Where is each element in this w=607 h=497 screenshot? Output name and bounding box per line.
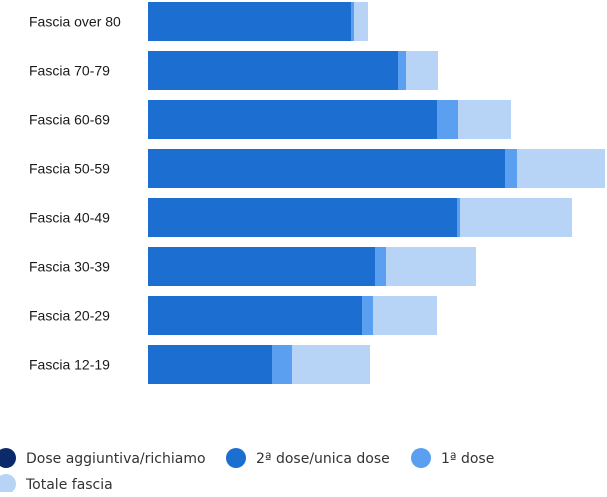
legend-item-2a-dose-unica-dose[interactable]: 2ª dose/unica dose bbox=[226, 448, 390, 468]
category-label-fascia-over-80: Fascia over 80 bbox=[29, 14, 121, 30]
bar-1a-dose-fascia-60-69[interactable] bbox=[437, 100, 458, 139]
bar-1a-dose-fascia-70-79[interactable] bbox=[398, 51, 406, 90]
bar-2a-dose-unica-dose-fascia-50-59[interactable] bbox=[148, 149, 505, 188]
legend-label-1a-dose: 1ª dose bbox=[441, 451, 494, 467]
bar-1a-dose-fascia-20-29[interactable] bbox=[362, 296, 373, 335]
bar-2a-dose-unica-dose-fascia-over-80[interactable] bbox=[148, 2, 351, 41]
legend[interactable]: Dose aggiuntiva/richiamo 2ª dose/unica do… bbox=[0, 448, 494, 494]
bar-2a-dose-unica-dose-fascia-40-49[interactable] bbox=[148, 198, 457, 237]
bar-totale-fascia-fascia-60-69[interactable] bbox=[458, 100, 511, 139]
category-label-fascia-30-39: Fascia 30-39 bbox=[29, 259, 110, 275]
category-label-fascia-60-69: Fascia 60-69 bbox=[29, 112, 110, 128]
legend-label-dose-aggiuntiva-richiamo: Dose aggiuntiva/richiamo bbox=[26, 451, 206, 467]
legend-swatch-dose-aggiuntiva-richiamo bbox=[0, 448, 16, 468]
legend-label-totale-fascia: Totale fascia bbox=[25, 477, 113, 492]
legend-item-dose-aggiuntiva-richiamo[interactable]: Dose aggiuntiva/richiamo bbox=[0, 448, 206, 468]
bar-1a-dose-fascia-30-39[interactable] bbox=[375, 247, 386, 286]
bar-1a-dose-fascia-50-59[interactable] bbox=[505, 149, 517, 188]
category-label-fascia-70-79: Fascia 70-79 bbox=[29, 63, 110, 79]
bar-1a-dose-fascia-12-19[interactable] bbox=[272, 345, 292, 384]
category-label-fascia-40-49: Fascia 40-49 bbox=[29, 210, 110, 226]
legend-swatch-totale-fascia bbox=[0, 474, 16, 494]
legend-swatch-2a-dose-unica-dose bbox=[226, 448, 246, 468]
category-label-fascia-50-59: Fascia 50-59 bbox=[29, 161, 110, 177]
bar-totale-fascia-fascia-30-39[interactable] bbox=[386, 247, 476, 286]
legend-item-1a-dose[interactable]: 1ª dose bbox=[411, 448, 494, 468]
bar-totale-fascia-fascia-40-49[interactable] bbox=[460, 198, 572, 237]
bar-totale-fascia-fascia-50-59[interactable] bbox=[517, 149, 605, 188]
legend-item-totale-fascia[interactable]: Totale fascia bbox=[0, 474, 113, 494]
bar-totale-fascia-fascia-20-29[interactable] bbox=[373, 296, 437, 335]
bar-1a-dose-fascia-over-80[interactable] bbox=[351, 2, 354, 41]
category-label-fascia-12-19: Fascia 12-19 bbox=[29, 357, 110, 373]
legend-swatch-1a-dose bbox=[411, 448, 431, 468]
legend-label-2a-dose-unica-dose: 2ª dose/unica dose bbox=[256, 451, 390, 467]
category-labels: Fascia over 80 Fascia 70-79 Fascia 60-69 Fa… bbox=[29, 14, 121, 373]
bar-totale-fascia-fascia-over-80[interactable] bbox=[354, 2, 368, 41]
category-label-fascia-20-29: Fascia 20-29 bbox=[29, 308, 110, 324]
bars-layer bbox=[148, 2, 605, 384]
bar-totale-fascia-fascia-70-79[interactable] bbox=[406, 51, 438, 90]
bar-2a-dose-unica-dose-fascia-70-79[interactable] bbox=[148, 51, 398, 90]
bar-2a-dose-unica-dose-fascia-30-39[interactable] bbox=[148, 247, 375, 286]
bar-totale-fascia-fascia-12-19[interactable] bbox=[292, 345, 370, 384]
bar-2a-dose-unica-dose-fascia-20-29[interactable] bbox=[148, 296, 362, 335]
bar-2a-dose-unica-dose-fascia-12-19[interactable] bbox=[148, 345, 272, 384]
bar-1a-dose-fascia-40-49[interactable] bbox=[457, 198, 460, 237]
bar-2a-dose-unica-dose-fascia-60-69[interactable] bbox=[148, 100, 437, 139]
